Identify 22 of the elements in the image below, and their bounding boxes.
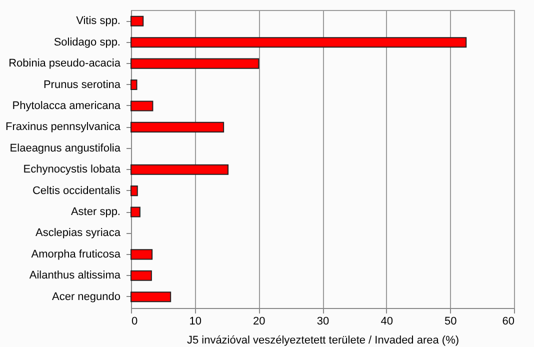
y-tick-label: Elaeagnus angustifolia xyxy=(10,142,122,154)
y-tick-label: Prunus serotina xyxy=(43,78,122,91)
x-tick-label: 60 xyxy=(502,316,514,328)
y-tick-label: Fraxinus pennsylvanica xyxy=(6,121,122,134)
y-tick-label: Asclepias syriaca xyxy=(36,227,122,240)
x-tick-label: 50 xyxy=(444,316,457,328)
y-tick-label: Amorpha fruticosa xyxy=(31,248,122,260)
x-tick-label: 30 xyxy=(316,316,330,328)
y-tick-label: Vitis spp. xyxy=(76,15,120,28)
x-tick-label: 40 xyxy=(380,316,393,328)
y-tick-label: Aster spp. xyxy=(70,206,120,218)
y-tick-label: Celtis occidentalis xyxy=(32,184,121,197)
y-tick-label: Solidago spp. xyxy=(54,36,120,48)
x-tick-label: 0 xyxy=(132,316,138,328)
y-tick-label: Echynocystis lobata xyxy=(23,164,122,176)
x-tick-label: 10 xyxy=(189,316,202,328)
x-tick-label: 20 xyxy=(253,316,266,328)
y-tick-label: Ailanthus altissima xyxy=(29,270,122,282)
y-tick-label: Robinia pseudo-acacia xyxy=(8,58,122,70)
y-tick-label: Acer negundo xyxy=(52,290,120,303)
x-axis-title: J5 invázióval veszélyeztetett területe / Invaded area (%) xyxy=(186,334,460,346)
y-tick-label: Phytolacca americana xyxy=(12,100,122,112)
